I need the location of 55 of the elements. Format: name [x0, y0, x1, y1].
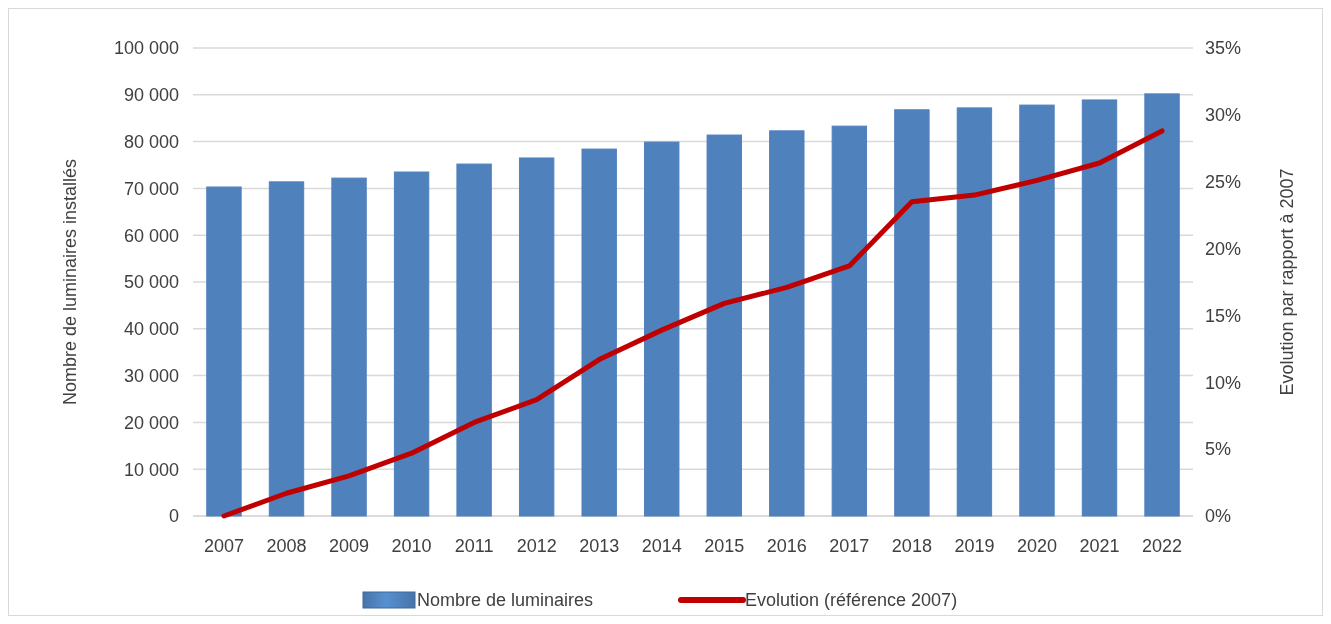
bar [518, 157, 555, 517]
bar [393, 171, 430, 517]
bar [206, 186, 242, 517]
x-tick-label: 2016 [766, 536, 807, 556]
x-tick-label: 2019 [954, 536, 995, 556]
y-tick-label: 90 000 [123, 85, 179, 106]
x-tick-label: 2010 [391, 536, 432, 556]
x-tick-label: 2013 [579, 536, 620, 556]
x-tick-label: 2009 [329, 536, 370, 556]
bar [894, 109, 930, 517]
y2-axis-title: Evolution par rapport à 2007 [1277, 168, 1297, 396]
y2-tick-label: 10% [1205, 372, 1242, 393]
bar [456, 163, 492, 517]
x-tick-label: 2011 [454, 536, 494, 556]
y2-tick-label: 15% [1205, 305, 1242, 326]
legend-label: Evolution (référence 2007) [745, 590, 958, 611]
y2-tick-label: 5% [1205, 439, 1232, 460]
y-tick-label: 20 000 [123, 412, 179, 433]
x-tick-label: 2014 [641, 536, 682, 556]
y-tick-label: 40 000 [123, 319, 179, 340]
x-tick-label: 2022 [1142, 536, 1183, 556]
x-tick-label: 2020 [1016, 536, 1057, 556]
y-tick-label: 0 [168, 506, 179, 527]
bar [1081, 99, 1118, 517]
y2-tick-label: 0% [1205, 506, 1232, 527]
bar [331, 177, 367, 517]
bar [268, 181, 305, 517]
bar [956, 107, 993, 517]
y-tick-label: 10 000 [123, 459, 179, 480]
bar [831, 125, 868, 517]
y-tick-label: 50 000 [123, 272, 179, 293]
bar [1019, 104, 1055, 517]
y-tick-label: 30 000 [123, 365, 179, 386]
bar [644, 141, 680, 517]
bar [581, 148, 617, 517]
x-tick-label: 2018 [891, 536, 932, 556]
x-tick-label: 2007 [203, 536, 244, 556]
x-tick-label: 2008 [266, 536, 307, 556]
bar [706, 134, 742, 517]
bar [769, 130, 805, 517]
x-tick-label: 2012 [516, 536, 557, 556]
y2-tick-label: 35% [1205, 38, 1242, 59]
y2-tick-label: 25% [1205, 172, 1242, 193]
x-tick-label: 2021 [1079, 536, 1120, 556]
y-axis-title: Nombre de luminaires installés [60, 158, 80, 406]
y2-tick-label: 20% [1205, 238, 1242, 259]
x-tick-label: 2017 [829, 536, 870, 556]
bar [1144, 93, 1180, 517]
y-tick-label: 80 000 [123, 131, 179, 152]
y-tick-label: 60 000 [123, 225, 179, 246]
y-tick-label: 100 000 [113, 38, 179, 59]
x-tick-label: 2015 [704, 536, 745, 556]
y2-tick-label: 30% [1205, 105, 1242, 126]
y-tick-label: 70 000 [123, 178, 179, 199]
legend-label: Nombre de luminaires [417, 590, 594, 611]
